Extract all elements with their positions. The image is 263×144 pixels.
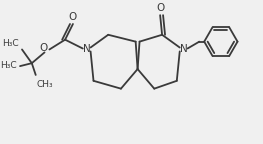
Text: N: N [180, 44, 188, 54]
Text: O: O [69, 12, 77, 22]
Text: O: O [156, 3, 164, 13]
Text: H₃C: H₃C [0, 61, 17, 70]
Text: N: N [83, 44, 90, 54]
Text: H₃C: H₃C [2, 39, 19, 48]
Text: O: O [39, 43, 48, 53]
Text: CH₃: CH₃ [36, 80, 53, 89]
